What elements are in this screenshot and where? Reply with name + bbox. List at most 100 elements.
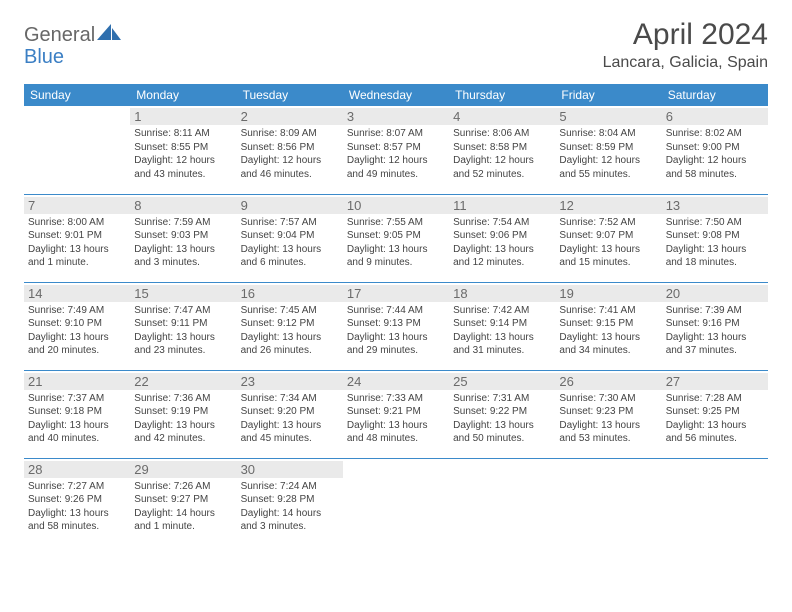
day-info: Sunrise: 7:33 AMSunset: 9:21 PMDaylight:… bbox=[347, 392, 445, 446]
info-line: Sunrise: 7:24 AM bbox=[241, 480, 339, 494]
info-line: and 49 minutes. bbox=[347, 168, 445, 182]
day-number: 2 bbox=[237, 108, 343, 125]
info-line: Sunset: 9:23 PM bbox=[559, 405, 657, 419]
day-info: Sunrise: 8:09 AMSunset: 8:56 PMDaylight:… bbox=[241, 127, 339, 181]
info-line: Sunset: 9:25 PM bbox=[666, 405, 764, 419]
info-line: Sunrise: 8:11 AM bbox=[134, 127, 232, 141]
info-line: Sunset: 9:21 PM bbox=[347, 405, 445, 419]
calendar-row: 1Sunrise: 8:11 AMSunset: 8:55 PMDaylight… bbox=[24, 106, 768, 194]
info-line: Daylight: 13 hours bbox=[134, 331, 232, 345]
info-line: Daylight: 12 hours bbox=[453, 154, 551, 168]
info-line: and 1 minute. bbox=[134, 520, 232, 534]
info-line: Daylight: 13 hours bbox=[241, 331, 339, 345]
info-line: Sunrise: 7:34 AM bbox=[241, 392, 339, 406]
info-line: Sunset: 9:14 PM bbox=[453, 317, 551, 331]
day-number: 3 bbox=[343, 108, 449, 125]
info-line: Daylight: 13 hours bbox=[347, 419, 445, 433]
info-line: and 50 minutes. bbox=[453, 432, 551, 446]
info-line: Sunset: 9:06 PM bbox=[453, 229, 551, 243]
weekday-header: Monday bbox=[130, 84, 236, 106]
info-line: and 6 minutes. bbox=[241, 256, 339, 270]
calendar-cell: 13Sunrise: 7:50 AMSunset: 9:08 PMDayligh… bbox=[662, 194, 768, 282]
day-info: Sunrise: 7:47 AMSunset: 9:11 PMDaylight:… bbox=[134, 304, 232, 358]
info-line: Sunrise: 7:52 AM bbox=[559, 216, 657, 230]
info-line: and 45 minutes. bbox=[241, 432, 339, 446]
info-line: Sunrise: 7:44 AM bbox=[347, 304, 445, 318]
day-info: Sunrise: 7:30 AMSunset: 9:23 PMDaylight:… bbox=[559, 392, 657, 446]
info-line: Sunrise: 7:31 AM bbox=[453, 392, 551, 406]
day-number: 22 bbox=[130, 373, 236, 390]
day-info: Sunrise: 7:57 AMSunset: 9:04 PMDaylight:… bbox=[241, 216, 339, 270]
calendar-cell: 2 Sunrise: 8:09 AMSunset: 8:56 PMDaylight… bbox=[237, 106, 343, 194]
info-line: Sunset: 9:11 PM bbox=[134, 317, 232, 331]
info-line: Sunset: 9:07 PM bbox=[559, 229, 657, 243]
header: General April 2024 Lancara, Galicia, Spa… bbox=[24, 18, 768, 72]
day-info: Sunrise: 7:42 AMSunset: 9:14 PMDaylight:… bbox=[453, 304, 551, 358]
day-info: Sunrise: 8:02 AMSunset: 9:00 PMDaylight:… bbox=[666, 127, 764, 181]
day-number: 26 bbox=[555, 373, 661, 390]
info-line: Sunset: 9:15 PM bbox=[559, 317, 657, 331]
info-line: Sunrise: 8:00 AM bbox=[28, 216, 126, 230]
day-number: 12 bbox=[555, 197, 661, 214]
info-line: Sunset: 9:00 PM bbox=[666, 141, 764, 155]
calendar-row: 28Sunrise: 7:27 AMSunset: 9:26 PMDayligh… bbox=[24, 458, 768, 546]
calendar-cell: 16Sunrise: 7:45 AMSunset: 9:12 PMDayligh… bbox=[237, 282, 343, 370]
calendar-cell: 25Sunrise: 7:31 AMSunset: 9:22 PMDayligh… bbox=[449, 370, 555, 458]
calendar-cell: 1Sunrise: 8:11 AMSunset: 8:55 PMDaylight… bbox=[130, 106, 236, 194]
info-line: Sunset: 9:27 PM bbox=[134, 493, 232, 507]
calendar-cell: 15Sunrise: 7:47 AMSunset: 9:11 PMDayligh… bbox=[130, 282, 236, 370]
info-line: Daylight: 12 hours bbox=[666, 154, 764, 168]
calendar-row: 14Sunrise: 7:49 AMSunset: 9:10 PMDayligh… bbox=[24, 282, 768, 370]
info-line: Sunset: 9:18 PM bbox=[28, 405, 126, 419]
info-line: Sunset: 9:28 PM bbox=[241, 493, 339, 507]
calendar-cell: 10Sunrise: 7:55 AMSunset: 9:05 PMDayligh… bbox=[343, 194, 449, 282]
calendar-cell bbox=[449, 458, 555, 546]
day-info: Sunrise: 7:52 AMSunset: 9:07 PMDaylight:… bbox=[559, 216, 657, 270]
info-line: Sunset: 9:03 PM bbox=[134, 229, 232, 243]
day-number: 5 bbox=[555, 108, 661, 125]
day-info: Sunrise: 7:31 AMSunset: 9:22 PMDaylight:… bbox=[453, 392, 551, 446]
info-line: and 34 minutes. bbox=[559, 344, 657, 358]
info-line: Sunrise: 7:57 AM bbox=[241, 216, 339, 230]
info-line: Sunset: 9:13 PM bbox=[347, 317, 445, 331]
info-line: Sunrise: 7:55 AM bbox=[347, 216, 445, 230]
calendar-cell: 23Sunrise: 7:34 AMSunset: 9:20 PMDayligh… bbox=[237, 370, 343, 458]
calendar-cell bbox=[24, 106, 130, 194]
day-info: Sunrise: 7:45 AMSunset: 9:12 PMDaylight:… bbox=[241, 304, 339, 358]
calendar-cell: 4Sunrise: 8:06 AMSunset: 8:58 PMDaylight… bbox=[449, 106, 555, 194]
info-line: Daylight: 13 hours bbox=[559, 331, 657, 345]
info-line: and 1 minute. bbox=[28, 256, 126, 270]
info-line: Sunrise: 7:33 AM bbox=[347, 392, 445, 406]
info-line: Sunset: 9:22 PM bbox=[453, 405, 551, 419]
info-line: Sunset: 9:01 PM bbox=[28, 229, 126, 243]
info-line: Daylight: 13 hours bbox=[28, 243, 126, 257]
info-line: Sunrise: 8:09 AM bbox=[241, 127, 339, 141]
calendar-cell: 17 Sunrise: 7:44 AMSunset: 9:13 PMDayligh… bbox=[343, 282, 449, 370]
day-number: 17 bbox=[343, 285, 449, 302]
day-info: Sunrise: 7:37 AMSunset: 9:18 PMDaylight:… bbox=[28, 392, 126, 446]
info-line: Sunset: 9:20 PM bbox=[241, 405, 339, 419]
info-line: Daylight: 12 hours bbox=[134, 154, 232, 168]
info-line: Sunrise: 7:30 AM bbox=[559, 392, 657, 406]
info-line: Sunrise: 8:06 AM bbox=[453, 127, 551, 141]
day-info: Sunrise: 7:44 AMSunset: 9:13 PMDaylight:… bbox=[347, 304, 445, 358]
day-info: Sunrise: 7:49 AMSunset: 9:10 PMDaylight:… bbox=[28, 304, 126, 358]
info-line: Sunset: 8:59 PM bbox=[559, 141, 657, 155]
day-info: Sunrise: 8:11 AMSunset: 8:55 PMDaylight:… bbox=[134, 127, 232, 181]
day-number: 19 bbox=[555, 285, 661, 302]
info-line: Daylight: 13 hours bbox=[559, 243, 657, 257]
calendar-cell bbox=[662, 458, 768, 546]
day-info: Sunrise: 8:00 AMSunset: 9:01 PMDaylight:… bbox=[28, 216, 126, 270]
calendar-cell: 27Sunrise: 7:28 AMSunset: 9:25 PMDayligh… bbox=[662, 370, 768, 458]
day-info: Sunrise: 7:54 AMSunset: 9:06 PMDaylight:… bbox=[453, 216, 551, 270]
day-info: Sunrise: 8:06 AMSunset: 8:58 PMDaylight:… bbox=[453, 127, 551, 181]
info-line: and 18 minutes. bbox=[666, 256, 764, 270]
info-line: Daylight: 13 hours bbox=[28, 331, 126, 345]
info-line: Sunrise: 8:07 AM bbox=[347, 127, 445, 141]
location-text: Lancara, Galicia, Spain bbox=[603, 54, 768, 72]
info-line: Sunset: 9:10 PM bbox=[28, 317, 126, 331]
day-number: 21 bbox=[24, 373, 130, 390]
day-info: Sunrise: 7:34 AMSunset: 9:20 PMDaylight:… bbox=[241, 392, 339, 446]
info-line: and 56 minutes. bbox=[666, 432, 764, 446]
day-info: Sunrise: 8:07 AMSunset: 8:57 PMDaylight:… bbox=[347, 127, 445, 181]
